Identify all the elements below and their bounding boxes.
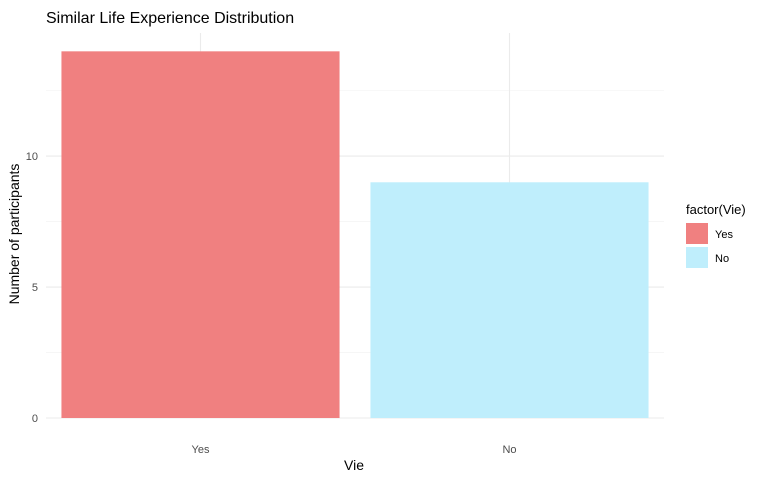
bar-no bbox=[370, 182, 649, 418]
x-tick-label: Yes bbox=[192, 444, 210, 456]
legend-swatch-no bbox=[686, 247, 708, 268]
chart-title: Similar Life Experience Distribution bbox=[46, 10, 294, 27]
y-tick-label: 10 bbox=[26, 151, 38, 163]
bars bbox=[61, 51, 649, 418]
legend-entries: Yes No bbox=[686, 223, 733, 268]
x-axis-ticks: Yes No bbox=[192, 444, 517, 456]
y-tick-label: 0 bbox=[32, 413, 38, 425]
x-axis-title: Vie bbox=[344, 457, 364, 473]
y-tick-label: 5 bbox=[32, 282, 38, 294]
x-tick-label: No bbox=[502, 444, 516, 456]
legend-title: factor(Vie) bbox=[686, 202, 746, 217]
legend: factor(Vie) Yes No bbox=[686, 202, 746, 268]
legend-swatch-yes bbox=[686, 223, 708, 244]
bar-yes bbox=[61, 51, 340, 418]
legend-label-no: No bbox=[715, 253, 729, 265]
legend-label-yes: Yes bbox=[715, 229, 733, 241]
y-axis-title: Number of participants bbox=[6, 164, 22, 305]
y-axis-ticks: 0 5 10 bbox=[26, 151, 38, 425]
